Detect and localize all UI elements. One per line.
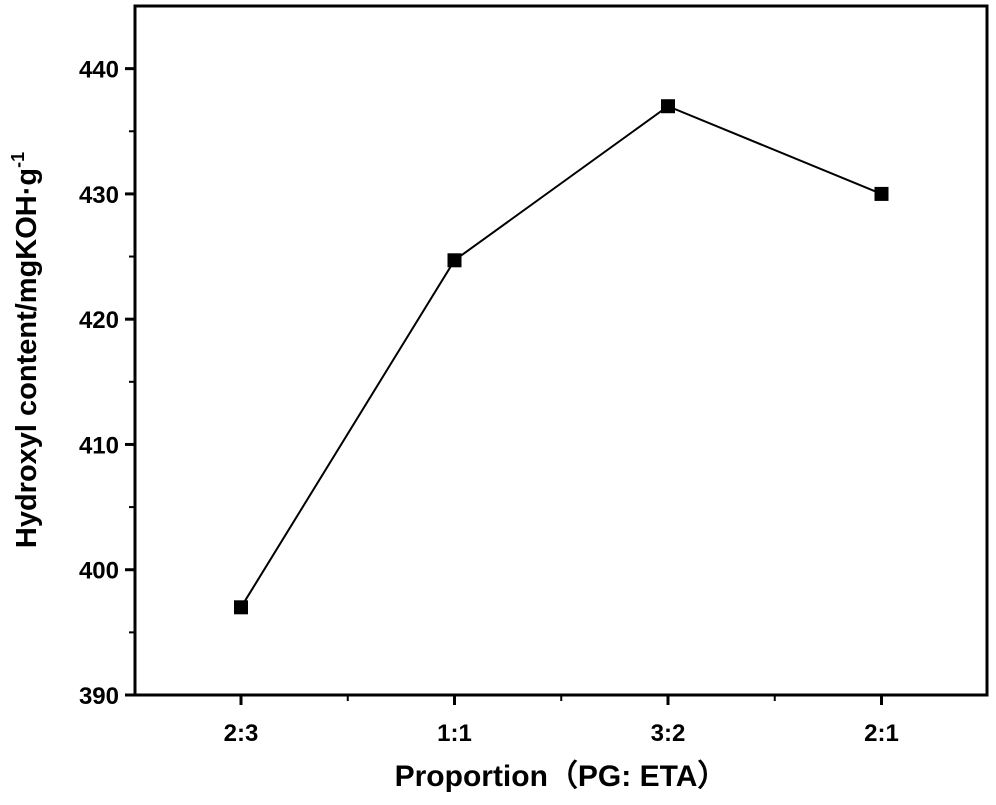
data-point bbox=[661, 99, 675, 114]
x-axis-label: Proportion（PG: ETA） bbox=[395, 759, 728, 793]
y-tick-label: 400 bbox=[79, 558, 119, 585]
series-line bbox=[240, 105, 882, 608]
plot-frame bbox=[133, 4, 989, 697]
y-tick-label: 430 bbox=[79, 182, 119, 209]
y-tick-label: 420 bbox=[79, 307, 119, 334]
y-tick-label: 390 bbox=[79, 683, 119, 710]
data-point bbox=[447, 253, 462, 268]
data-point bbox=[874, 186, 889, 201]
y-axis-label: Hydroxyl content/mgKOH·g-1 bbox=[8, 152, 43, 548]
x-tick-label: 3:2 bbox=[651, 720, 686, 747]
y-tick-label: 410 bbox=[79, 432, 119, 459]
x-tick-label: 1:1 bbox=[437, 720, 472, 747]
x-tick-label: 2:1 bbox=[864, 720, 899, 747]
y-axis-label-superscript: -1 bbox=[8, 152, 28, 168]
data-point bbox=[234, 600, 248, 615]
y-tick-label: 440 bbox=[79, 57, 119, 84]
x-tick-label: 2:3 bbox=[224, 720, 259, 747]
